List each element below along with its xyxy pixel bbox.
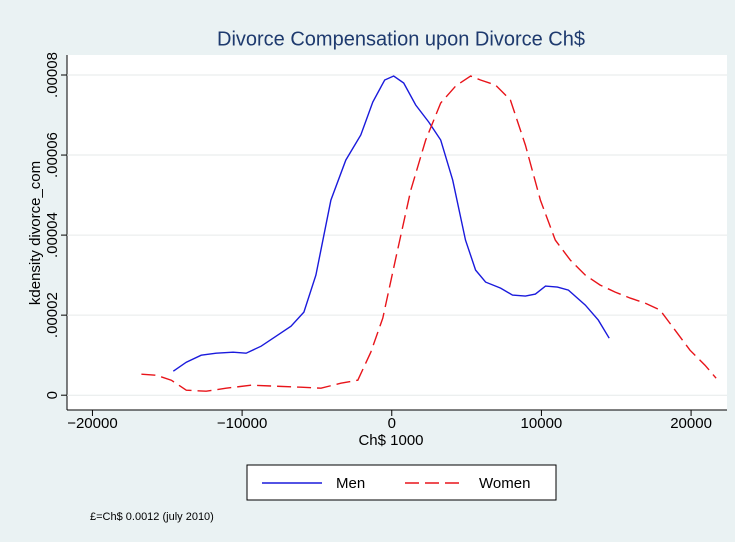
y-tick-label: .00004: [44, 212, 61, 258]
y-tick-label: .00006: [44, 132, 61, 178]
x-tick-label: −10000: [217, 415, 267, 432]
legend-label: Women: [479, 475, 530, 492]
y-tick-label: 0: [44, 391, 61, 399]
x-tick-label: −20000: [67, 415, 117, 432]
x-tick-label: 20000: [670, 415, 712, 432]
y-tick-label: .00002: [44, 292, 61, 338]
x-tick-label: 10000: [521, 415, 563, 432]
x-tick-label: 0: [388, 415, 396, 432]
plot-area: [67, 55, 727, 410]
series-line: [172, 75, 610, 372]
note: £=Ch$ 0.0012 (july 2010): [90, 511, 214, 523]
y-tick-label: .00008: [44, 52, 61, 98]
series-line: [141, 75, 717, 392]
x-axis-title: Ch$ 1000: [358, 432, 423, 449]
legend-label: Men: [336, 475, 365, 492]
y-axis-title: kdensity divorce_com: [27, 161, 44, 305]
chart-title: Divorce Compensation upon Divorce Ch$: [217, 28, 585, 50]
